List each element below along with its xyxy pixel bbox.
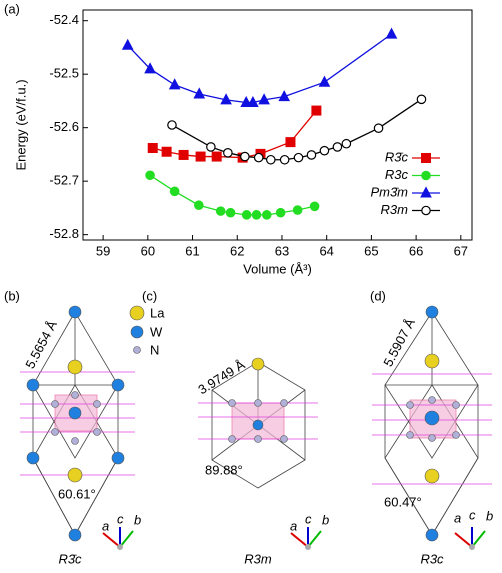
x-tick-label: 67 [454, 243, 468, 258]
panel-label: (c) [142, 288, 157, 303]
axis-label: a [454, 510, 461, 525]
x-tick-label: 59 [96, 243, 110, 258]
data-point [196, 152, 205, 161]
angle-label: 89.88° [205, 462, 243, 477]
data-point [333, 143, 341, 151]
data-point [255, 153, 263, 161]
lattice-label: 3.9749 Å [195, 357, 247, 397]
data-point [226, 209, 234, 217]
data-point [319, 77, 329, 87]
x-tick-label: 60 [141, 243, 155, 258]
data-point [162, 147, 171, 156]
y-tick-label: -52.5 [49, 66, 79, 81]
x-tick-label: 66 [409, 243, 423, 258]
data-point [212, 152, 221, 161]
x-tick-label: 65 [364, 243, 378, 258]
data-point [252, 211, 260, 219]
series-line [128, 34, 392, 102]
x-tick-label: 62 [230, 243, 244, 258]
axis-label: b [486, 508, 493, 523]
data-point [310, 202, 318, 210]
data-point [267, 156, 275, 164]
legend-marker [422, 154, 431, 163]
x-tick-label: 61 [185, 243, 199, 258]
data-point [146, 171, 154, 179]
legend-marker [422, 206, 430, 214]
data-point [417, 95, 425, 103]
atom-label: La [150, 305, 165, 320]
data-point [195, 201, 203, 209]
x-tick-label: 63 [275, 243, 289, 258]
axis-label: a [290, 518, 297, 533]
data-point [342, 140, 350, 148]
data-point [170, 187, 178, 195]
panel-label: (d) [370, 288, 386, 303]
panel-label: (b) [4, 288, 20, 303]
legend-marker [421, 188, 431, 198]
data-point [374, 124, 382, 132]
structure-name: R3̄c [58, 551, 82, 566]
y-tick-label: -52.8 [49, 226, 79, 241]
legend-label: Pm3̄m [370, 184, 408, 199]
axis-label: a [102, 518, 109, 533]
data-point [320, 146, 328, 154]
axis-label: c [117, 511, 124, 526]
atom-label: W [150, 324, 163, 339]
data-point [280, 156, 288, 164]
figure: (a) (b) (c) (d) La W N 5.5654 Å 3.9749 Å… [0, 0, 502, 568]
angle-label: 60.61° [58, 486, 96, 501]
legend-label: R3m [381, 202, 409, 217]
y-tick-label: -52.7 [49, 173, 79, 188]
data-point [170, 79, 180, 89]
data-point [168, 121, 176, 129]
data-point [148, 144, 157, 153]
data-point [276, 209, 284, 217]
legend-label: R3̄c [385, 149, 409, 164]
data-point [307, 151, 315, 159]
axis-label: c [305, 511, 312, 526]
x-axis-title: Volume (Å³) [243, 261, 312, 276]
data-point [179, 150, 188, 159]
legend-marker [422, 171, 430, 179]
data-point [286, 138, 295, 147]
plot-frame [83, 10, 472, 240]
lattice-label: 5.5654 Å [22, 318, 60, 371]
data-point [241, 152, 249, 160]
structure-name: R3m [244, 551, 272, 566]
atom-label: N [150, 342, 159, 357]
structure-name: R3c [420, 551, 444, 566]
data-point [263, 211, 271, 219]
y-tick-label: -52.6 [49, 119, 79, 134]
data-point [217, 207, 225, 215]
angle-label: 60.47° [384, 494, 422, 509]
data-point [207, 143, 215, 151]
data-point [224, 149, 232, 157]
y-tick-label: -52.4 [49, 12, 79, 27]
series-line [153, 111, 317, 158]
axis-label: b [134, 512, 141, 527]
axis-label: b [322, 512, 329, 527]
x-tick-label: 64 [319, 243, 333, 258]
panel-label: (a) [4, 1, 20, 16]
legend-label: R3c [385, 167, 409, 182]
data-point [123, 40, 133, 50]
data-point [294, 153, 302, 161]
axis-label: c [469, 507, 476, 522]
data-point [312, 106, 321, 115]
y-axis-title: Energy (eV/f.u.) [13, 79, 28, 170]
data-point [387, 29, 397, 39]
data-point [293, 206, 301, 214]
data-point [242, 211, 250, 219]
